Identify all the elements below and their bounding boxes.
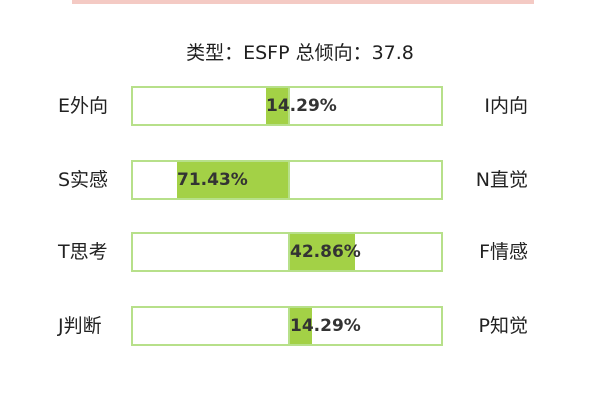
chart-title: 类型：ESFP 总倾向：37.8	[186, 42, 414, 64]
top-accent-line	[72, 0, 534, 4]
bar-value-label: 71.43%	[177, 170, 248, 190]
row-right-label: P知觉	[478, 315, 528, 337]
row-left-label: J判断	[58, 315, 102, 337]
row-right-label: I内向	[484, 95, 528, 117]
bar-center-divider	[288, 88, 290, 124]
bar-center-divider	[288, 234, 290, 270]
bar-fill	[290, 234, 355, 270]
bar-center-divider	[288, 308, 290, 344]
bar-value-label: 14.29%	[266, 96, 337, 116]
bar-fill	[266, 88, 288, 124]
dimension-bar: 14.29%	[131, 306, 443, 346]
bar-value-label: 42.86%	[290, 242, 361, 262]
dimension-bar: 42.86%	[131, 232, 443, 272]
row-right-label: F情感	[479, 241, 528, 263]
dimension-bar: 71.43%	[131, 160, 443, 200]
bar-fill	[177, 162, 288, 198]
bar-value-label: 14.29%	[290, 316, 361, 336]
row-left-label: E外向	[58, 95, 109, 117]
row-left-label: T思考	[58, 241, 108, 263]
bar-center-divider	[288, 162, 290, 198]
row-right-label: N直觉	[475, 169, 528, 191]
bar-fill	[290, 308, 312, 344]
dimension-bar: 14.29%	[131, 86, 443, 126]
row-left-label: S实感	[58, 169, 109, 191]
